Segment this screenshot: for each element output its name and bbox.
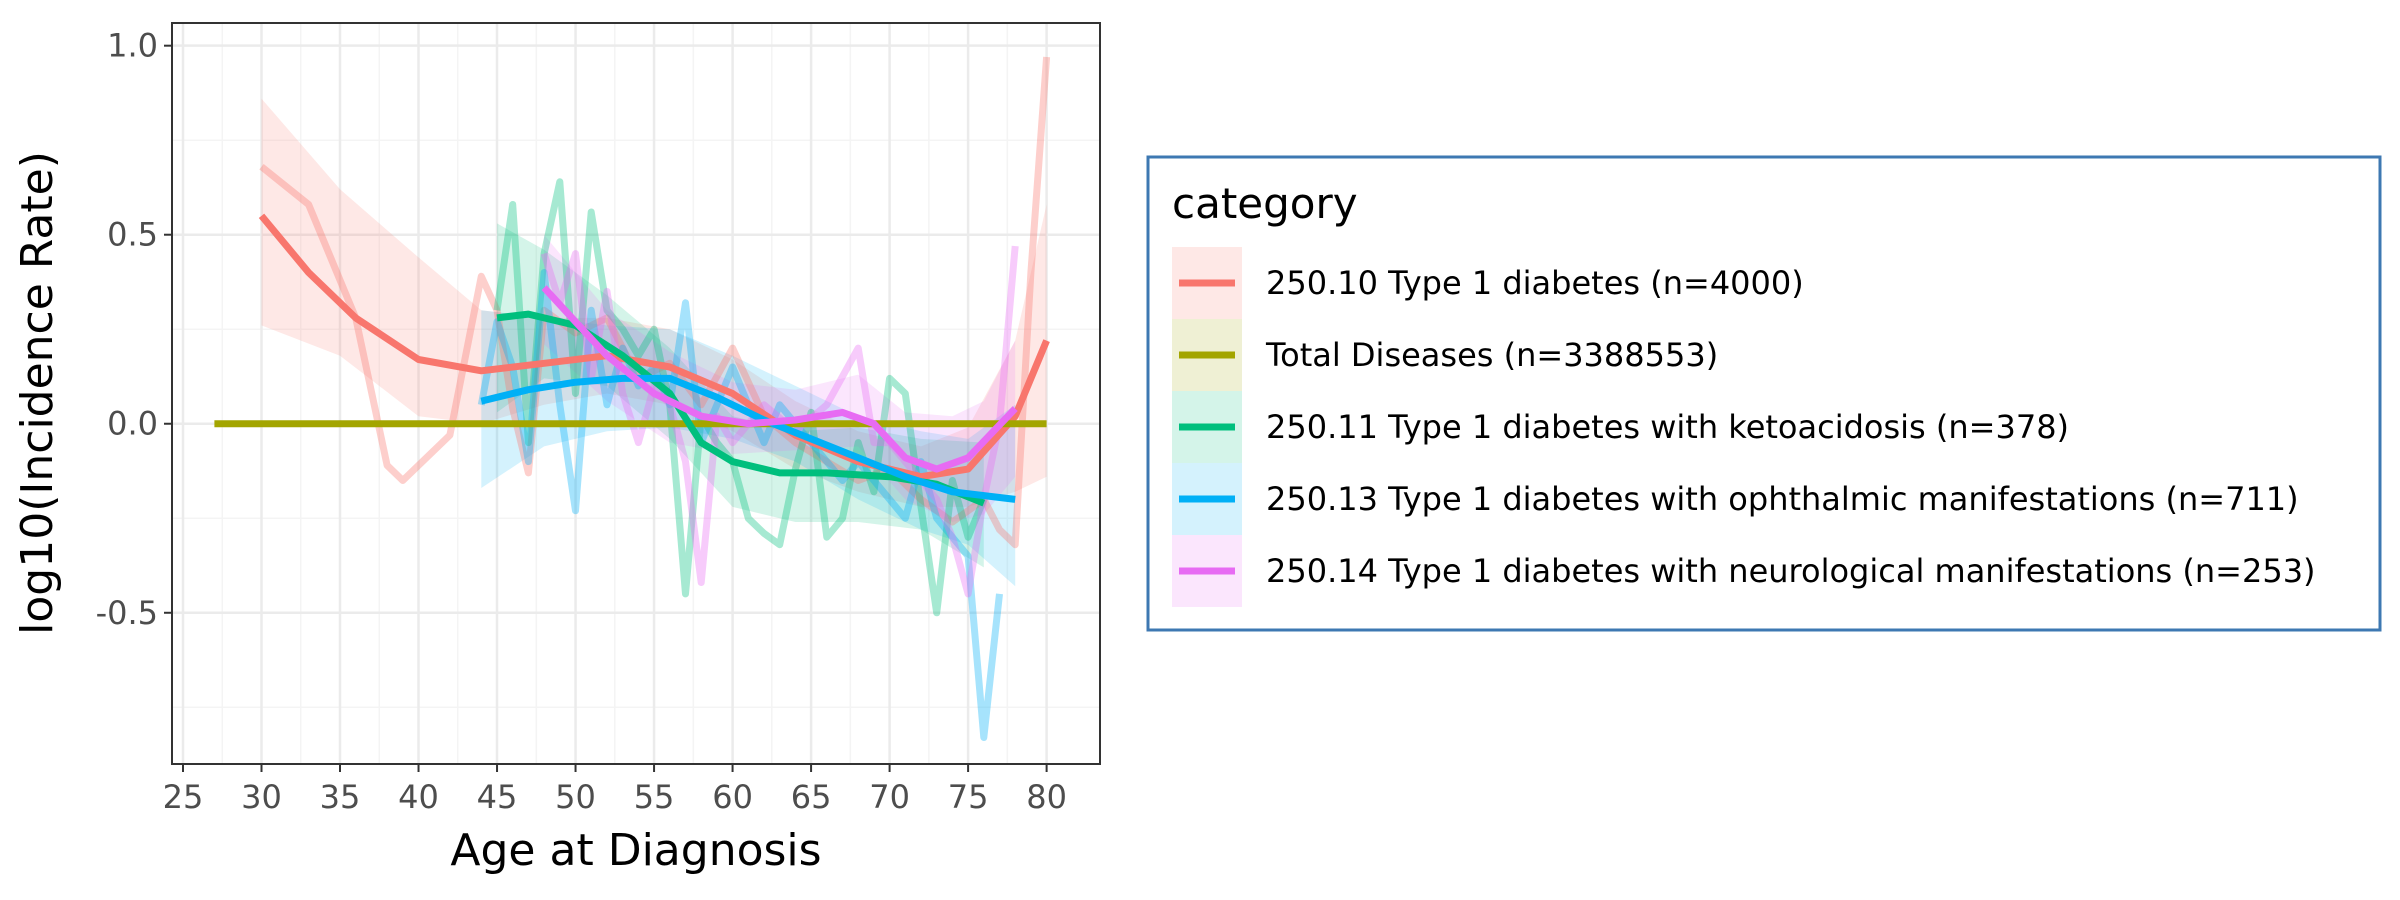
x-tick-label: 45: [477, 778, 518, 816]
legend: category 250.10 Type 1 diabetes (n=4000)…: [1146, 155, 2382, 632]
confidence-band-3: [497, 223, 984, 568]
y-axis: 1.0 0.5 0.0 -0.5: [96, 27, 172, 632]
legend-label: Total Diseases (n=3388553): [1265, 336, 1718, 374]
x-tick-label: 50: [555, 778, 596, 816]
x-tick-label: 70: [869, 778, 910, 816]
legend-label: 250.14 Type 1 diabetes with neurological…: [1266, 552, 2316, 590]
y-tick-label: 0.0: [107, 405, 158, 443]
legend-label: 250.13 Type 1 diabetes with ophthalmic m…: [1266, 480, 2299, 518]
y-tick-label: 1.0: [107, 27, 158, 65]
legend-box: [1146, 155, 2382, 632]
x-tick-label: 80: [1026, 778, 1067, 816]
grid-minor: [172, 23, 1100, 764]
raw-line-3: [493, 178, 988, 617]
x-tick-label: 35: [320, 778, 361, 816]
x-tick-label: 65: [791, 778, 832, 816]
x-tick-label: 60: [712, 778, 753, 816]
x-tick-label: 55: [634, 778, 675, 816]
x-axis: 25 30 35 40 45 50 55 60 65 70 75 80: [163, 764, 1067, 816]
x-tick-label: 40: [398, 778, 439, 816]
legend-title: category: [1172, 179, 1358, 228]
y-tick-label: -0.5: [96, 594, 158, 632]
x-tick-label: 25: [163, 778, 204, 816]
x-tick-label: 75: [948, 778, 989, 816]
legend-label: 250.10 Type 1 diabetes (n=4000): [1266, 264, 1804, 302]
smooth-line-1: [258, 213, 1050, 481]
y-tick-label: 0.5: [107, 216, 158, 254]
panel-border: [171, 22, 1101, 765]
raw-line-1: [259, 56, 1051, 549]
smooth-line-4: [480, 374, 1016, 503]
smooth-line-3: [496, 310, 986, 507]
raw-line-5: [540, 245, 1019, 598]
smoothed-series-lines: [214, 213, 1050, 507]
confidence-band-1: [261, 98, 1047, 507]
legend-label: 250.11 Type 1 diabetes with ketoacidosis…: [1266, 408, 2069, 446]
x-axis-title: Age at Diagnosis: [450, 825, 821, 876]
legend-items: 250.10 Type 1 diabetes (n=4000) Total Dis…: [1172, 247, 2316, 607]
panel-background: [172, 23, 1100, 764]
x-tick-label: 30: [241, 778, 282, 816]
y-axis-title: log10(Incidence Rate): [12, 151, 63, 635]
smooth-line-5: [541, 285, 1018, 473]
